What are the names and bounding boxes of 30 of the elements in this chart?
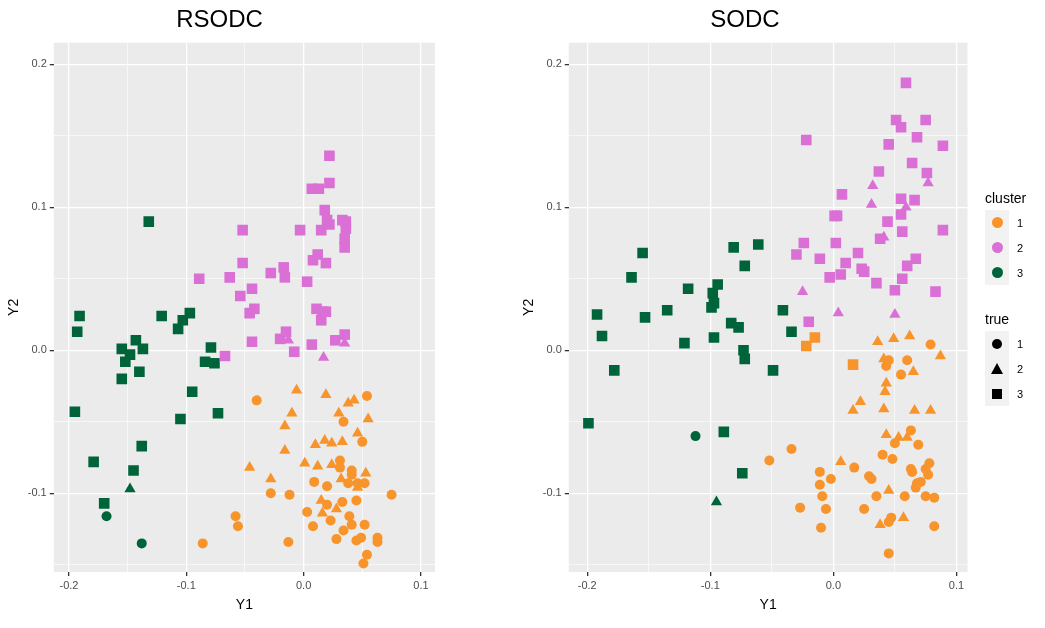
- chart-title: SODC: [710, 5, 780, 33]
- legend-title: cluster: [985, 190, 1028, 206]
- text: 1: [1017, 337, 1024, 350]
- legend-label: 3: [1017, 266, 1024, 279]
- x-tick-label: -0.2: [59, 578, 79, 591]
- x-tick-label: 0.0: [825, 578, 841, 591]
- y-axis-title: Y2: [520, 298, 537, 316]
- y-tick-label: 0.2: [546, 57, 562, 70]
- legend-label: 1: [1017, 216, 1024, 229]
- x-tick-label: 0.1: [413, 578, 429, 591]
- x-tick-label: 0.0: [295, 578, 312, 591]
- y-tick-label: 0.0: [31, 343, 47, 356]
- x-tick-label: -0.2: [577, 578, 597, 591]
- x-axis-title: Y1: [759, 596, 777, 613]
- y-tick-label: 0.1: [546, 200, 562, 213]
- text: 3: [1017, 387, 1024, 400]
- x-tick-label: -0.1: [176, 578, 196, 591]
- y-tick-label: 0.1: [31, 200, 47, 213]
- text: true: [985, 311, 1011, 327]
- x-tick-label: -0.1: [700, 578, 720, 591]
- legend-label: 2: [1017, 241, 1024, 254]
- x-axis-title: Y1: [235, 596, 254, 613]
- y-tick-label: -0.1: [27, 486, 47, 499]
- x-tick-label: 0.1: [948, 578, 965, 591]
- y-axis-title: Y2: [5, 298, 22, 316]
- chart-title: RSODC: [176, 5, 263, 33]
- text: 2: [1017, 362, 1024, 375]
- y-tick-label: 0.2: [31, 57, 47, 70]
- y-tick-label: 0.0: [546, 343, 562, 356]
- y-tick-label: -0.1: [542, 486, 562, 499]
